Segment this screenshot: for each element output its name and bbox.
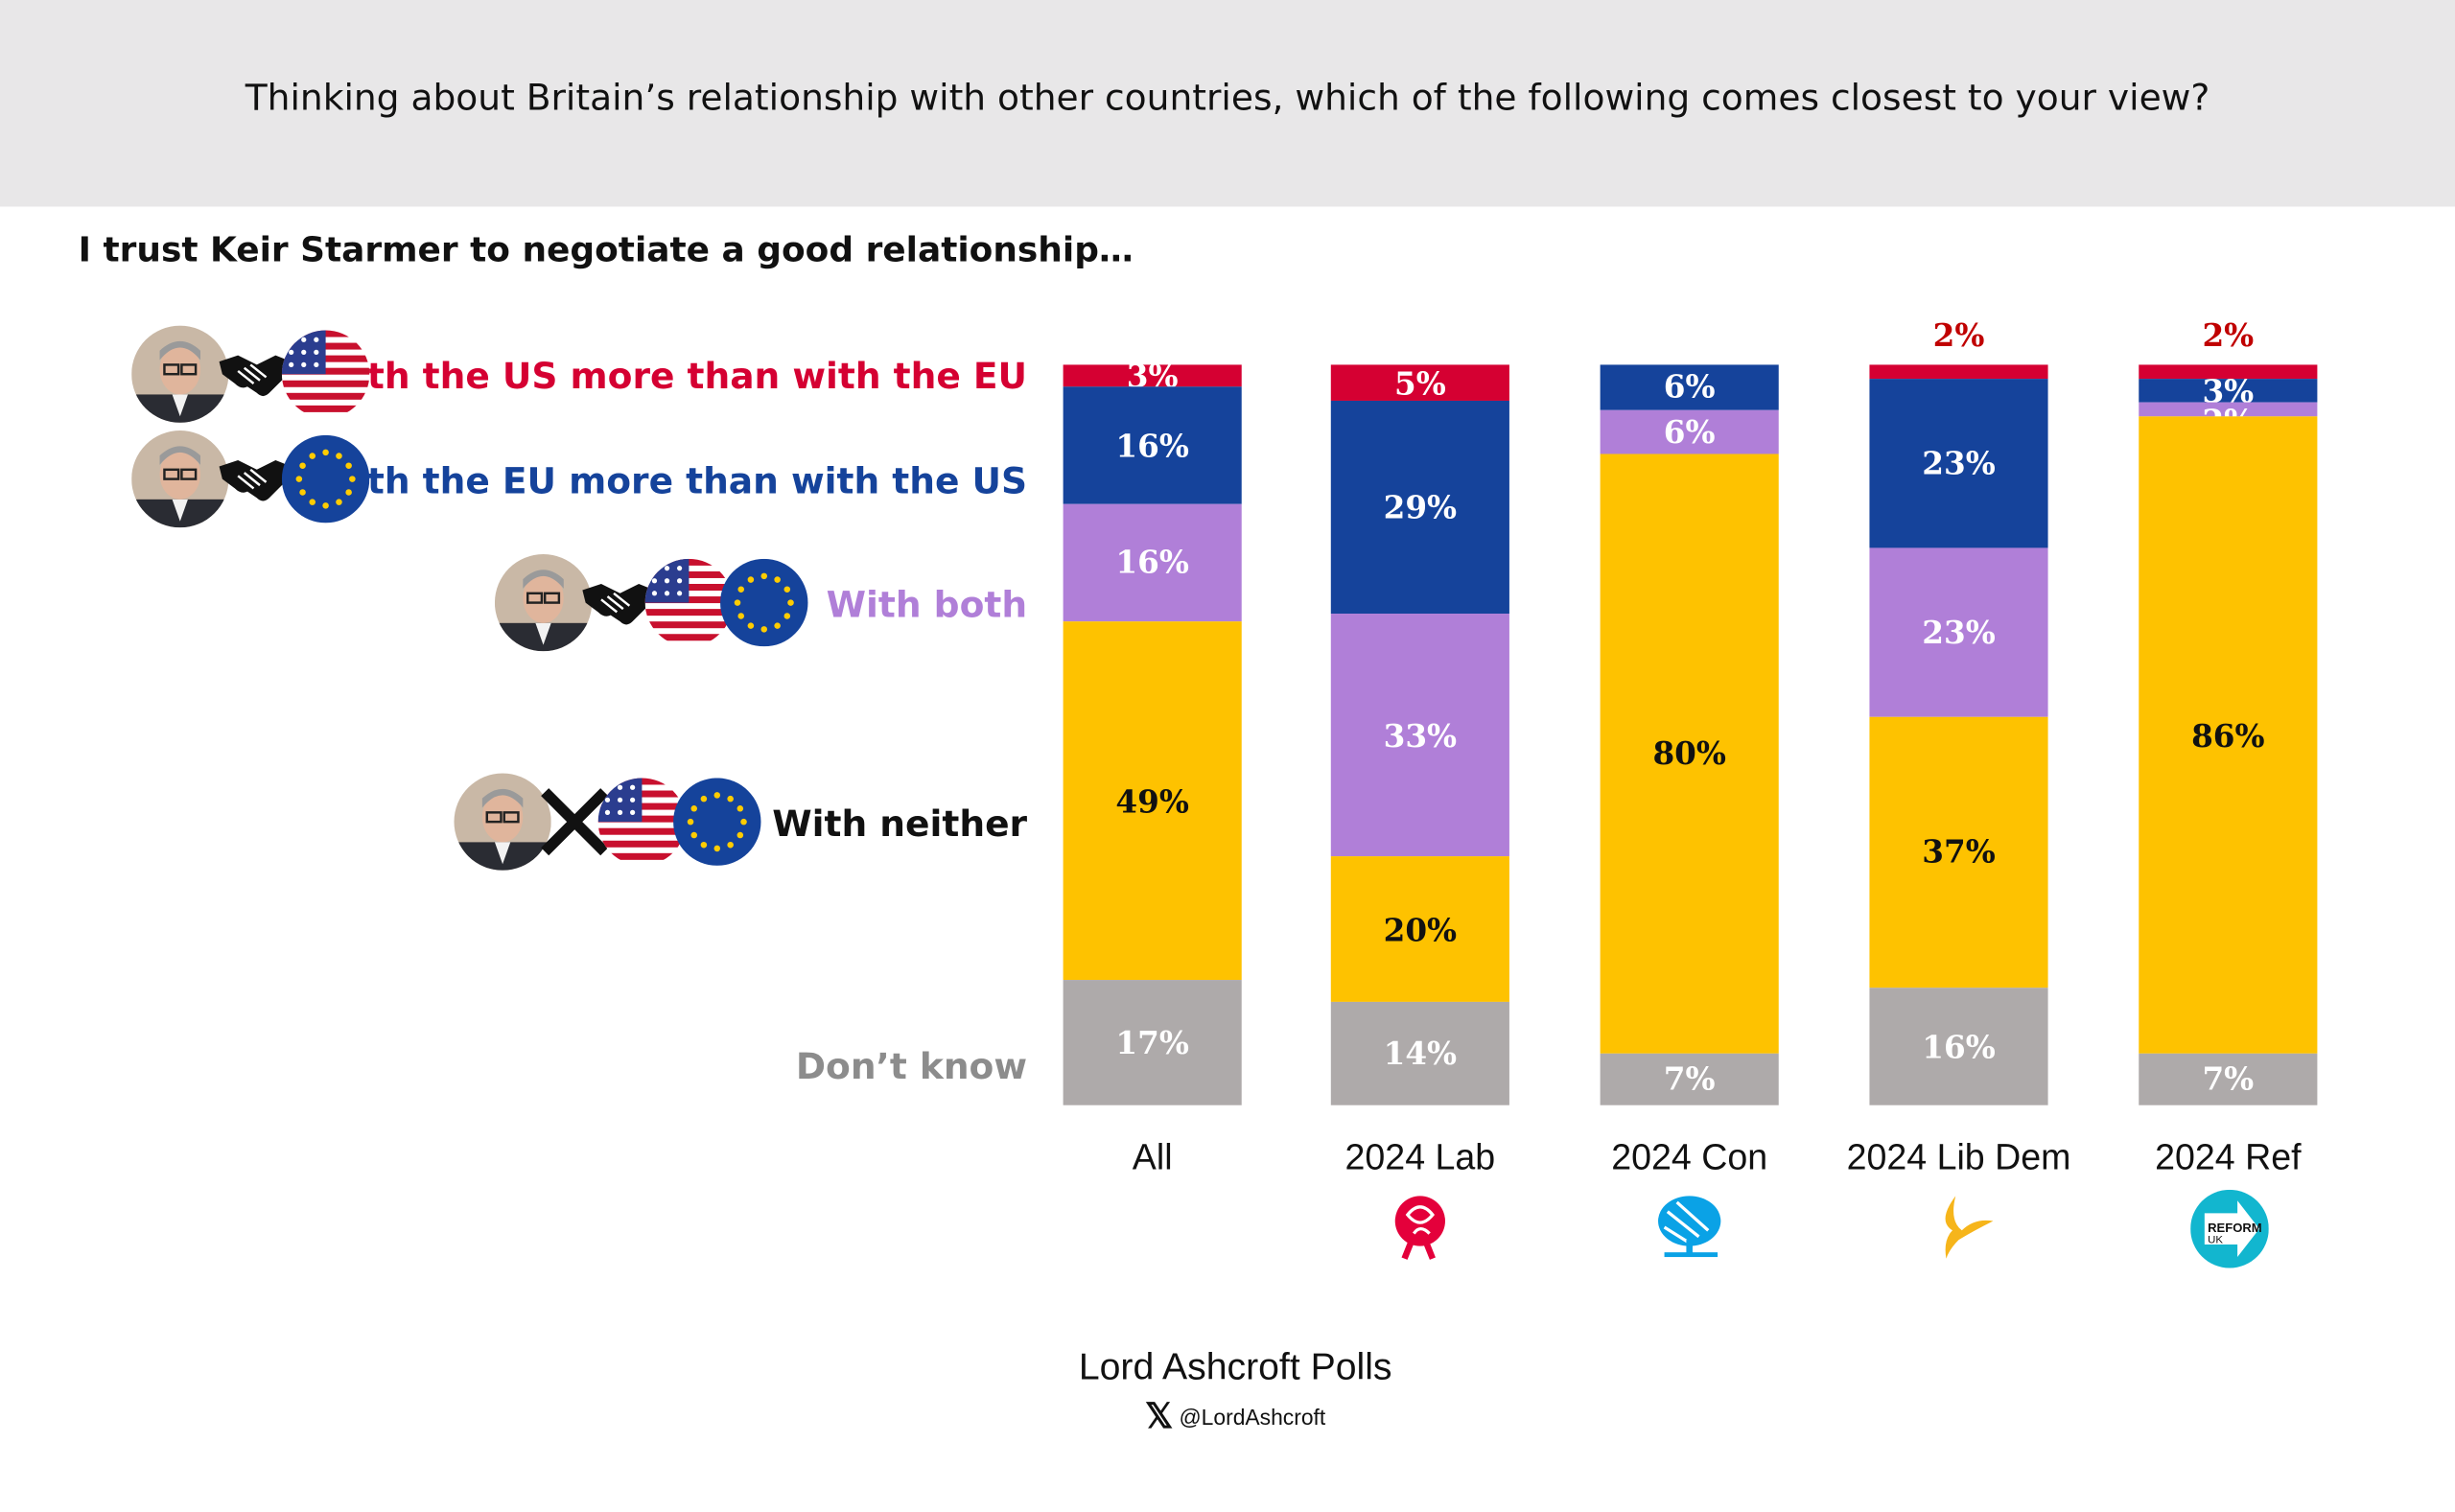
labour-rose-icon — [1383, 1190, 1458, 1265]
data-label: 23% — [1922, 613, 1996, 652]
data-label: 33% — [1383, 715, 1458, 755]
bar-segment — [1869, 716, 2048, 989]
portrait-icon — [131, 325, 229, 430]
data-label: 7% — [2202, 1060, 2255, 1099]
data-label: 17% — [1115, 1024, 1189, 1062]
handshake-icon — [216, 448, 294, 517]
conservative-tree-icon — [1651, 1190, 1726, 1265]
legend-icons — [494, 553, 808, 658]
bar-segment — [1063, 364, 1242, 387]
portrait-icon — [131, 430, 229, 534]
data-label: 20% — [1383, 910, 1458, 948]
handshake-icon — [579, 571, 658, 640]
data-label: 49% — [1115, 781, 1189, 820]
libdem-bird-icon — [1921, 1190, 1996, 1265]
bar-segment — [2139, 364, 2318, 380]
us-flag-icon — [597, 778, 687, 872]
data-label: 6% — [1663, 413, 1716, 452]
bar-segment — [2139, 1053, 2318, 1105]
bar-2024-lib-dem: 2% 23% 23% 37% 16% — [1869, 319, 2048, 1105]
category-label: All — [1132, 1136, 1173, 1177]
data-label: 23% — [1922, 445, 1996, 483]
data-label: 37% — [1922, 833, 1996, 872]
bar-segment — [1600, 454, 1779, 1054]
category-label: 2024 Con — [1611, 1136, 1768, 1177]
data-label: 14% — [1383, 1035, 1458, 1073]
bar-segment — [1600, 409, 1779, 454]
bar-all: 3% 16% 16% 49% 17% — [1063, 357, 1242, 1105]
legend-icons — [131, 325, 370, 430]
eu-flag-icon — [281, 434, 370, 529]
x-logo-icon: 𝕏 — [1145, 1396, 1174, 1436]
legend-item: Don’t know — [795, 1047, 1028, 1088]
data-label: 2% — [1932, 315, 1985, 354]
data-label: 7% — [1663, 1059, 1716, 1098]
svg-text:UK: UK — [2208, 1234, 2223, 1245]
bar-segment — [1869, 988, 2048, 1105]
bar-segment — [1330, 401, 1509, 615]
legend-icons — [454, 773, 761, 877]
bar-segment — [1869, 379, 2048, 548]
bar-segment — [1063, 980, 1242, 1105]
eu-flag-icon — [720, 558, 808, 653]
legend-item: With neither — [772, 804, 1028, 846]
data-label: 3% — [1126, 357, 1179, 395]
bar-2024-lab: 5% 29% 33% 20% 14% — [1330, 363, 1509, 1105]
bar-segment — [1063, 503, 1242, 622]
category-label: 2024 Lab — [1344, 1136, 1496, 1177]
bar-segment — [1600, 1053, 1779, 1105]
reform-uk-icon: REFORM UK — [2190, 1189, 2269, 1268]
data-label: 5% — [1393, 363, 1446, 403]
bar-segment — [2139, 379, 2318, 403]
portrait-icon — [494, 553, 593, 658]
bar-segment — [2139, 402, 2318, 417]
data-label: 3% — [2202, 371, 2255, 410]
question-header: Thinking about Britain’s relationship wi… — [0, 0, 2455, 207]
handshake-icon — [216, 343, 294, 412]
legend-item: With the EU more than with the US — [315, 461, 1028, 503]
footer-handle-row: 𝕏 @LordAshcroft — [923, 1396, 1549, 1436]
data-label: 16% — [1922, 1027, 1996, 1066]
data-label: 16% — [1115, 544, 1189, 582]
bar-segment — [1330, 364, 1509, 402]
question-text: Thinking about Britain’s relationship wi… — [245, 78, 2210, 120]
us-flag-icon — [644, 558, 734, 653]
portrait-icon — [454, 773, 551, 877]
bar-segment — [1869, 364, 2048, 380]
bar-segment — [1330, 855, 1509, 1003]
data-label: 16% — [1115, 426, 1189, 465]
data-label: 2% — [2202, 315, 2255, 354]
bar-segment — [1330, 1002, 1509, 1105]
legend-icons — [131, 430, 370, 534]
legend-item: With both — [826, 585, 1028, 627]
chart-subtitle: I trust Keir Starmer to negotiate a good… — [78, 231, 1134, 271]
footer-brand: Lord Ashcroft Polls — [1078, 1346, 1392, 1389]
bar-segment — [1063, 621, 1242, 981]
data-label: 29% — [1383, 488, 1458, 527]
bar-segment — [2139, 416, 2318, 1054]
eu-flag-icon — [673, 778, 761, 872]
category-label: 2024 Ref — [2155, 1136, 2302, 1177]
footer-handle: @LordAshcroft — [1179, 1404, 1326, 1430]
bar-segment — [1330, 614, 1509, 856]
data-label: 86% — [2191, 715, 2265, 755]
bar-segment — [1063, 386, 1242, 504]
bar-2024-ref: 2%3%2%86%7% — [2139, 319, 2318, 1105]
cross-icon — [539, 786, 611, 865]
category-label: 2024 Lib Dem — [1846, 1136, 2071, 1177]
bar-segment — [1869, 547, 2048, 717]
data-label: 6% — [1663, 368, 1716, 407]
svg-text:REFORM: REFORM — [2208, 1221, 2262, 1235]
data-label: 80% — [1652, 734, 1726, 773]
us-flag-icon — [281, 330, 370, 424]
bar-2024-con: 6% 6% 80% 7% — [1600, 364, 1779, 1105]
legend-item: With the US more than with the EU — [315, 357, 1028, 398]
bar-segment — [1600, 364, 1779, 410]
